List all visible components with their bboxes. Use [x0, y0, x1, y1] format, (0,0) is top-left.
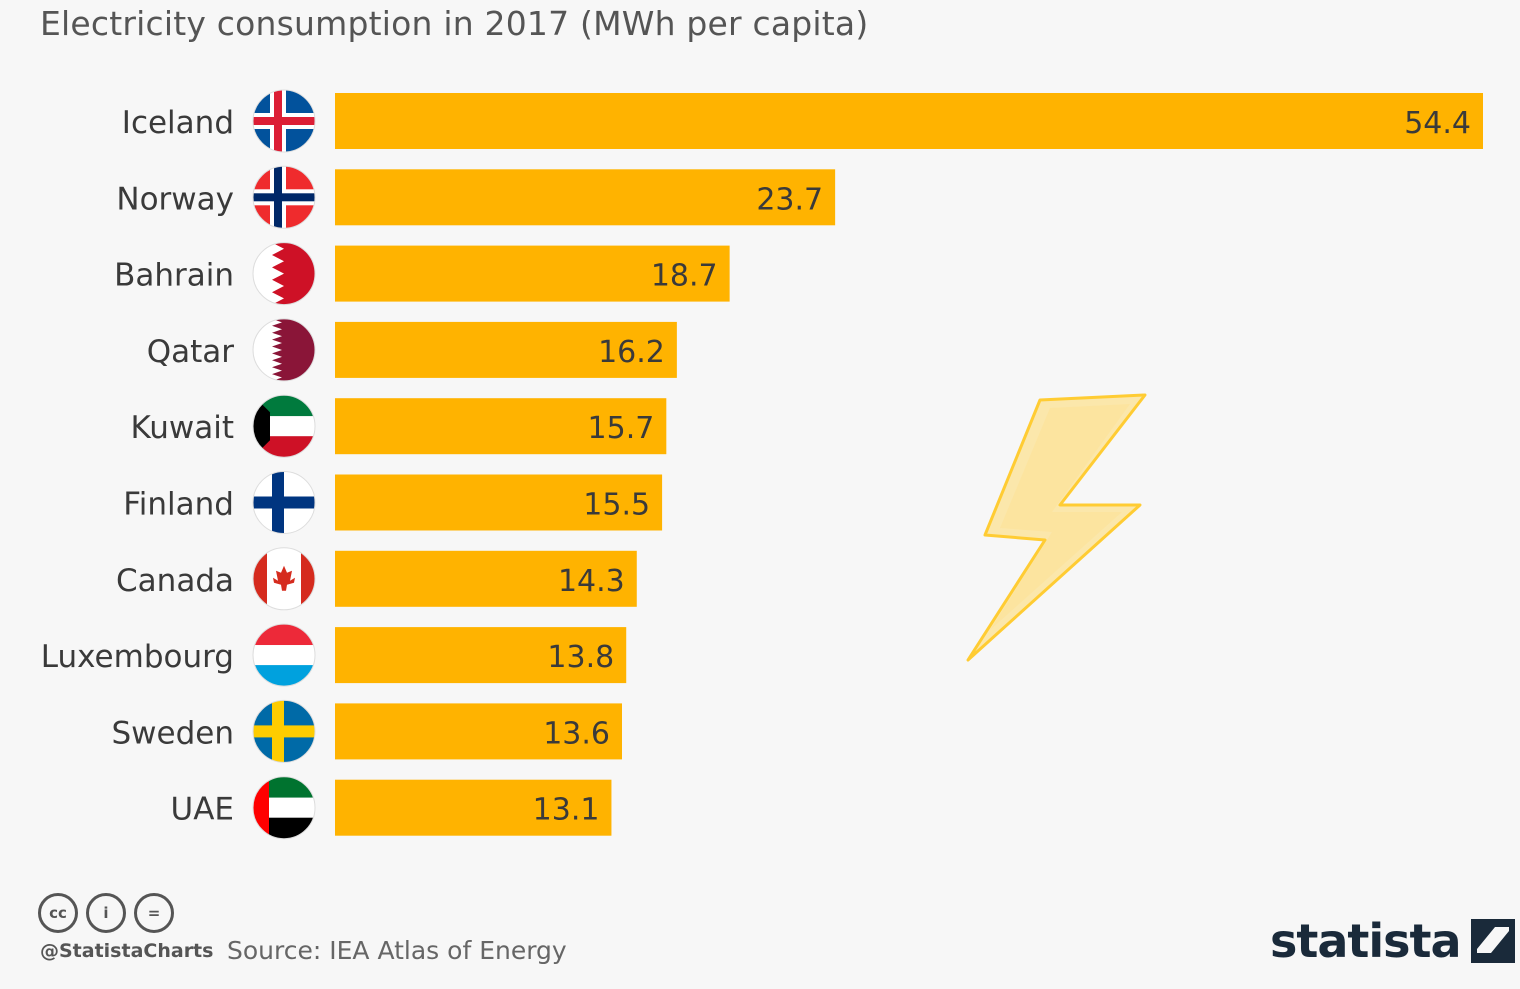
iceland-flag-icon [252, 89, 316, 153]
bar-luxembourg [335, 627, 627, 684]
value-label-luxembourg: 13.8 [547, 640, 614, 675]
bahrain-flag-icon [252, 242, 316, 306]
bar-bahrain [335, 245, 730, 302]
finland-flag-icon [252, 471, 316, 534]
category-label-canada: Canada [116, 563, 234, 599]
brand-name: statista [1270, 914, 1462, 968]
category-label-bahrain: Bahrain [114, 258, 234, 294]
statista-logo[interactable]: statista [1270, 914, 1515, 968]
chart-subtitle: Electricity consumption in 2017 (MWh per… [40, 4, 869, 43]
bar-sweden [335, 703, 622, 760]
canada-flag-icon [252, 547, 316, 611]
value-label-iceland: 54.4 [1404, 106, 1471, 141]
by-icon: i [86, 893, 126, 933]
twitter-handle[interactable]: @StatistaCharts [40, 940, 214, 962]
qatar-flag-icon [252, 318, 316, 382]
value-label-sweden: 13.6 [543, 716, 610, 751]
cc-icon: cc [38, 893, 78, 933]
value-label-kuwait: 15.7 [588, 411, 655, 446]
category-label-kuwait: Kuwait [130, 410, 234, 446]
bar-canada [335, 550, 637, 607]
bar-norway [335, 169, 836, 226]
value-label-finland: 15.5 [583, 488, 650, 523]
statista-logo-icon [1470, 919, 1515, 963]
bar-chart: 54.4 Iceland 23.7 Norway 18.7 Bahrain 16.2 Qata… [41, 89, 1483, 840]
category-label-norway: Norway [116, 181, 234, 217]
category-label-sweden: Sweden [111, 715, 234, 751]
bar-qatar [335, 321, 677, 378]
bar-kuwait [335, 398, 667, 455]
uae-flag-icon [252, 776, 316, 840]
category-label-iceland: Iceland [122, 105, 234, 141]
category-label-finland: Finland [123, 487, 234, 523]
lightning-bolt-icon [966, 393, 1147, 662]
kuwait-flag-icon [252, 394, 316, 458]
value-label-uae: 13.1 [533, 793, 600, 828]
value-label-bahrain: 18.7 [651, 259, 718, 294]
value-label-norway: 23.7 [756, 182, 823, 217]
category-label-luxembourg: Luxembourg [41, 639, 234, 675]
nd-icon: = [134, 893, 174, 933]
sweden-flag-icon [252, 699, 316, 763]
luxembourg-flag-icon [252, 623, 316, 687]
source-note: Source: IEA Atlas of Energy [227, 936, 567, 965]
category-label-uae: UAE [171, 792, 234, 828]
value-label-canada: 14.3 [558, 564, 625, 599]
value-label-qatar: 16.2 [598, 335, 665, 370]
license-icons: cc i = [38, 893, 174, 933]
bar-iceland [335, 93, 1483, 149]
bar-uae [335, 779, 612, 836]
category-label-qatar: Qatar [147, 334, 235, 370]
bar-finland [335, 474, 663, 531]
norway-flag-icon [252, 165, 316, 229]
